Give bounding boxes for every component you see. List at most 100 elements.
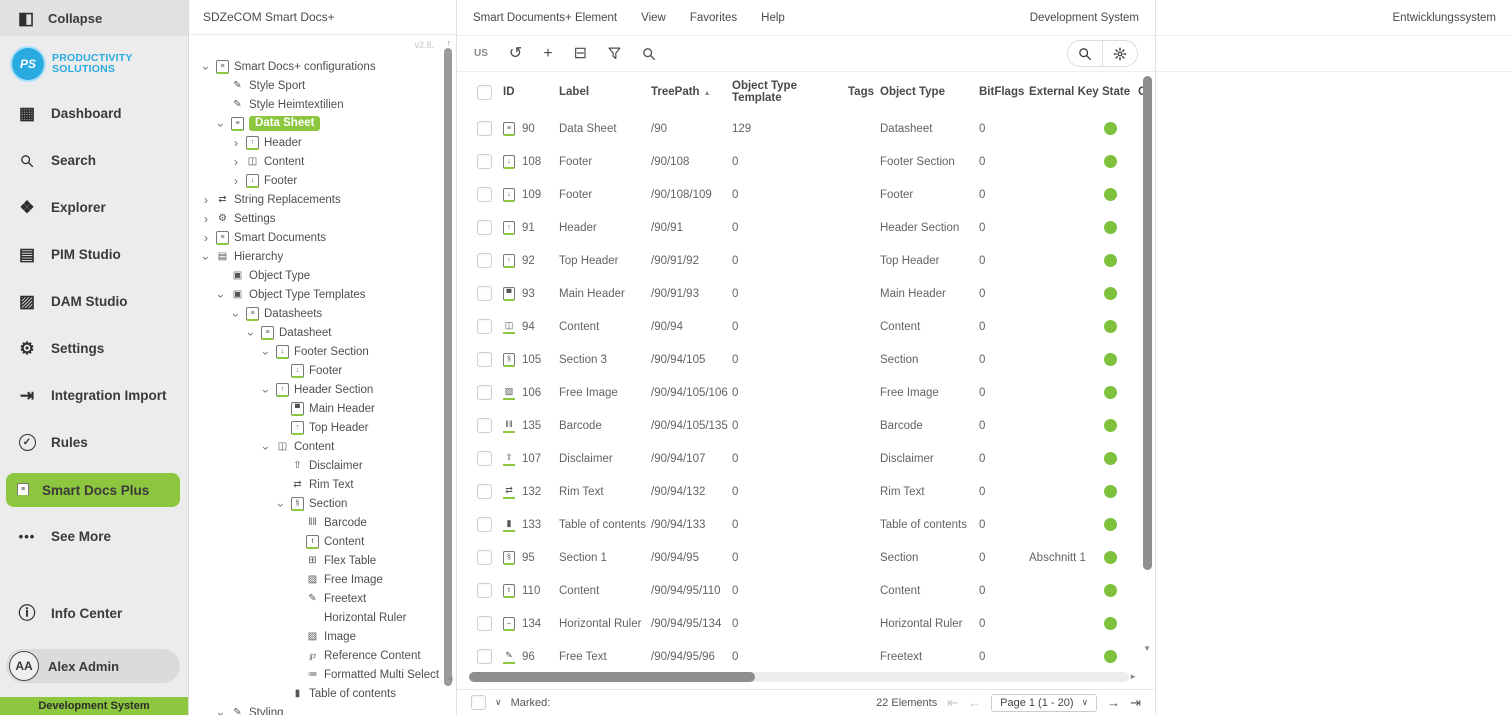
table-row[interactable]: ↑ 91 Header /90/91 0 Header Section 0 — [457, 211, 1155, 244]
add-button[interactable]: + — [543, 45, 552, 62]
row-checkbox[interactable] — [477, 319, 492, 334]
tree-item[interactable]: › ≡ Datasheet — [201, 323, 456, 342]
chevron-icon[interactable]: › — [204, 192, 208, 207]
first-page-icon[interactable]: ⇤ — [947, 694, 959, 710]
sidebar-item-see-more[interactable]: ••• See More — [0, 513, 188, 560]
row-checkbox[interactable] — [477, 352, 492, 367]
column-header-object-type[interactable]: Object Type — [880, 86, 945, 98]
column-header-state[interactable]: State — [1102, 86, 1131, 98]
menu-item[interactable]: Help — [761, 11, 785, 24]
chevron-icon[interactable]: › — [234, 135, 238, 150]
table-row[interactable]: ≡ 90 Data Sheet /90 129 Datasheet 0 — [457, 112, 1155, 145]
remove-folder-button[interactable]: ⊟ — [574, 45, 587, 62]
chevron-icon[interactable]: › — [214, 122, 229, 127]
tree-item[interactable]: › ≡ Smart Docs+ configurations — [199, 57, 456, 76]
chevron-icon[interactable]: › — [204, 230, 208, 245]
row-checkbox[interactable] — [477, 286, 492, 301]
chevron-icon[interactable]: › — [234, 173, 238, 188]
tree-item[interactable]: › ◫ Content — [201, 437, 456, 456]
chevron-icon[interactable]: › — [229, 312, 244, 317]
chevron-icon[interactable]: › — [259, 388, 274, 393]
sidebar-item-dashboard[interactable]: ▦ Dashboard — [0, 90, 188, 137]
chevron-icon[interactable]: › — [214, 711, 229, 715]
sidebar-item-search[interactable]: Search — [0, 137, 188, 184]
tree-item[interactable]: › ▣ Object Type — [201, 266, 456, 285]
table-row[interactable]: ◫ 94 Content /90/94 0 Content 0 — [457, 310, 1155, 343]
tree-item[interactable]: › ↓ Footer — [201, 361, 456, 380]
column-header-id[interactable]: ID — [503, 86, 515, 98]
tree-scroll-left-icon[interactable]: ◄ — [446, 674, 454, 683]
tree-item[interactable]: › ✎ Style Sport — [201, 76, 456, 95]
tree-item[interactable]: › § Section — [201, 494, 456, 513]
column-header-object-type-template[interactable]: Object Type Template — [732, 80, 797, 104]
locale-indicator[interactable]: US — [474, 48, 488, 59]
tree-item[interactable]: › ⚙ Settings — [201, 209, 456, 228]
chevron-icon[interactable]: › — [274, 502, 289, 507]
row-checkbox[interactable] — [477, 649, 492, 664]
tree-item[interactable]: › ≡ Smart Documents — [201, 228, 456, 247]
user-menu[interactable]: AA Alex Admin — [6, 649, 180, 683]
row-checkbox[interactable] — [477, 154, 492, 169]
tree-item[interactable]: › ⇄ Rim Text — [201, 475, 456, 494]
sidebar-item-rules[interactable]: ✓ Rules — [0, 419, 188, 466]
row-checkbox[interactable] — [477, 253, 492, 268]
row-checkbox[interactable] — [477, 220, 492, 235]
column-header-truncated[interactable]: C — [1138, 86, 1155, 98]
row-checkbox[interactable] — [477, 121, 492, 136]
tree-item[interactable]: › ↑ Header Section — [201, 380, 456, 399]
chevron-icon[interactable]: › — [244, 331, 259, 336]
row-checkbox[interactable] — [477, 517, 492, 532]
scroll-down-icon[interactable]: ▼ — [1143, 644, 1151, 653]
tree-item[interactable]: › t Content — [201, 532, 456, 551]
tree-item[interactable]: › ▀ Main Header — [201, 399, 456, 418]
column-header-bitflags[interactable]: BitFlags — [979, 86, 1025, 98]
column-header-external-key[interactable]: External Key — [1029, 86, 1099, 98]
table-row[interactable]: ▨ 106 Free Image /90/94/105/106 0 Free I… — [457, 376, 1155, 409]
page-selector[interactable]: Page 1 (1 - 20) ∨ — [991, 693, 1098, 712]
chevron-icon[interactable]: › — [259, 350, 274, 355]
column-header-tags[interactable]: Tags — [848, 86, 874, 98]
caret-down-icon[interactable]: ∨ — [495, 697, 502, 707]
tree-item[interactable]: › ↑ Header — [201, 133, 456, 152]
menu-item[interactable]: View — [641, 11, 666, 24]
tree-item[interactable]: › ✎ Styling — [201, 703, 456, 715]
table-row[interactable]: ⇧ 107 Disclaimer /90/94/107 0 Disclaimer… — [457, 442, 1155, 475]
tree-item[interactable]: › ↓ Footer Section — [201, 342, 456, 361]
refresh-button[interactable]: ↺ — [509, 45, 522, 62]
chevron-icon[interactable]: › — [259, 445, 274, 450]
tree-item[interactable]: › ≡ Data Sheet — [201, 114, 456, 133]
next-page-icon[interactable]: → — [1107, 695, 1121, 710]
tree-item[interactable]: › ▤ Hierarchy — [199, 247, 456, 266]
chevron-icon[interactable]: › — [204, 211, 208, 226]
sidebar-item-settings[interactable]: ⚙ Settings — [0, 325, 188, 372]
tree-item[interactable]: › ⇄ String Replacements — [201, 190, 456, 209]
table-row[interactable]: ⇄ 132 Rim Text /90/94/132 0 Rim Text 0 — [457, 475, 1155, 508]
tree-item[interactable]: › Horizontal Ruler — [201, 608, 456, 627]
row-checkbox[interactable] — [477, 187, 492, 202]
tree-item[interactable]: › ⇧ Disclaimer — [201, 456, 456, 475]
table-row[interactable]: ▮ 133 Table of contents /90/94/133 0 Tab… — [457, 508, 1155, 541]
row-checkbox[interactable] — [477, 418, 492, 433]
table-row[interactable]: ▀ 93 Main Header /90/91/93 0 Main Header… — [457, 277, 1155, 310]
horizontal-scrollbar-thumb[interactable] — [469, 672, 755, 682]
sidebar-item-explorer[interactable]: ❖ Explorer — [0, 184, 188, 231]
tree-item[interactable]: › ▮ Table of contents — [201, 684, 456, 703]
tree-scrollbar[interactable] — [444, 48, 452, 686]
tree-item[interactable]: › ℘ Reference Content — [201, 646, 456, 665]
chevron-icon[interactable]: › — [214, 293, 229, 298]
row-checkbox[interactable] — [477, 451, 492, 466]
row-checkbox[interactable] — [477, 484, 492, 499]
table-row[interactable]: ↓ 109 Footer /90/108/109 0 Footer 0 — [457, 178, 1155, 211]
sidebar-item-pim-studio[interactable]: ▤ PIM Studio — [0, 231, 188, 278]
chevron-icon[interactable]: › — [199, 65, 214, 70]
row-checkbox[interactable] — [477, 550, 492, 565]
table-row[interactable]: § 95 Section 1 /90/94/95 0 Section 0 Abs… — [457, 541, 1155, 574]
table-row[interactable]: ↓ 108 Footer /90/108 0 Footer Section 0 — [457, 145, 1155, 178]
row-checkbox[interactable] — [477, 616, 492, 631]
sidebar-item-smart-docs-plus[interactable]: ≡ Smart Docs Plus — [6, 473, 180, 507]
tree-item[interactable]: › ⊞ Flex Table — [201, 551, 456, 570]
tree-item[interactable]: › ✎ Freetext — [201, 589, 456, 608]
column-header-label[interactable]: Label — [559, 86, 590, 98]
tree-scroll-up-icon[interactable]: ↑ — [446, 38, 452, 48]
row-checkbox[interactable] — [477, 385, 492, 400]
